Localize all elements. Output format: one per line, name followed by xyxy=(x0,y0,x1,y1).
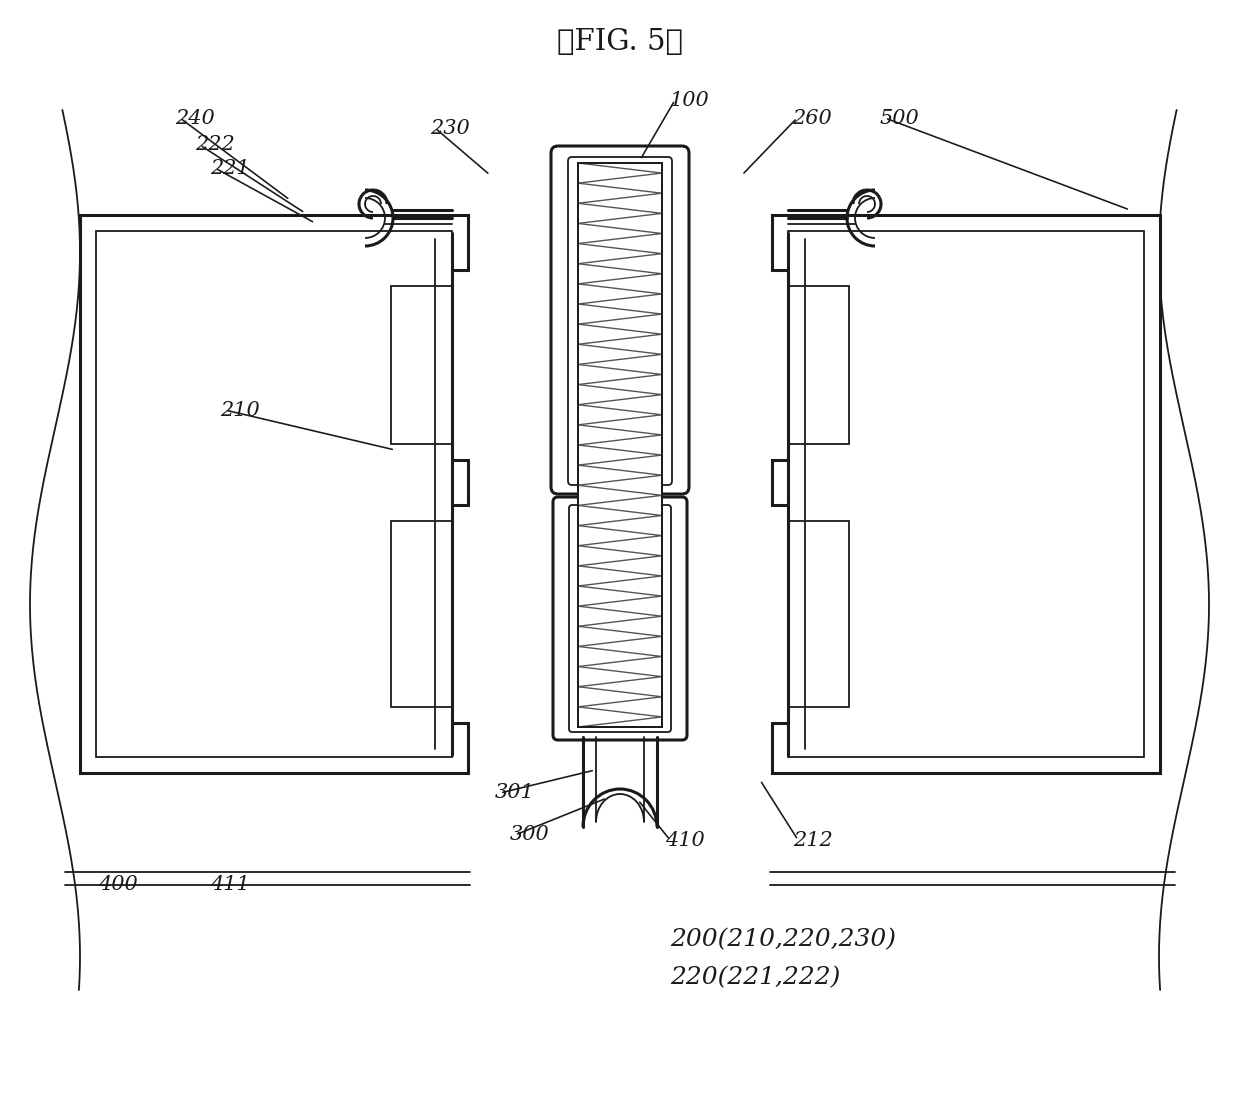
Text: 260: 260 xyxy=(792,108,831,127)
Text: 212: 212 xyxy=(793,831,833,850)
Text: 411: 411 xyxy=(209,875,250,894)
Text: 222: 222 xyxy=(195,136,234,155)
Text: 400: 400 xyxy=(98,875,138,894)
Bar xyxy=(579,163,662,727)
Text: 301: 301 xyxy=(496,784,535,803)
Text: 210: 210 xyxy=(221,400,260,419)
FancyBboxPatch shape xyxy=(567,157,672,485)
Polygon shape xyxy=(95,231,452,757)
FancyBboxPatch shape xyxy=(569,505,672,733)
Text: 220(221,222): 220(221,222) xyxy=(670,967,840,989)
Text: 200(210,220,230): 200(210,220,230) xyxy=(670,929,896,951)
Text: 《FIG. 5》: 《FIG. 5》 xyxy=(558,28,683,56)
Text: 300: 300 xyxy=(510,825,550,844)
Polygon shape xyxy=(788,231,1144,757)
Text: 100: 100 xyxy=(670,90,710,109)
Bar xyxy=(579,163,662,727)
Text: 221: 221 xyxy=(209,158,250,177)
Text: 410: 410 xyxy=(665,831,705,850)
Polygon shape xyxy=(81,215,468,773)
Polygon shape xyxy=(772,215,1160,773)
FancyBboxPatch shape xyxy=(553,497,686,740)
Text: 230: 230 xyxy=(430,118,470,137)
FancyBboxPatch shape xyxy=(551,146,689,494)
Text: 500: 500 xyxy=(880,108,919,127)
Text: 240: 240 xyxy=(175,108,214,127)
